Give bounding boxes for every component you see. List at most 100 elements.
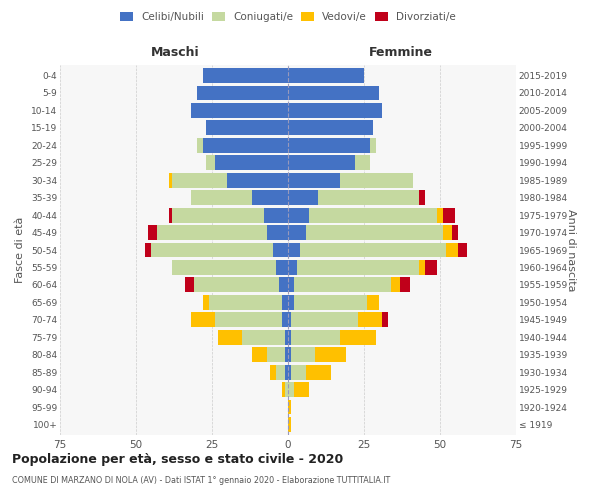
Bar xyxy=(419,260,425,275)
Bar xyxy=(294,295,367,310)
Bar xyxy=(185,278,194,292)
Bar xyxy=(443,225,452,240)
Bar xyxy=(288,68,364,83)
Y-axis label: Anni di nascita: Anni di nascita xyxy=(566,209,577,291)
Bar xyxy=(288,365,291,380)
Bar xyxy=(172,208,263,222)
Bar xyxy=(288,312,291,327)
Bar xyxy=(355,156,370,170)
Bar xyxy=(203,138,288,152)
Bar xyxy=(288,242,300,258)
Text: COMUNE DI MARZANO DI NOLA (AV) - Dati ISTAT 1° gennaio 2020 - Elaborazione TUTTI: COMUNE DI MARZANO DI NOLA (AV) - Dati IS… xyxy=(12,476,390,485)
Bar xyxy=(276,365,285,380)
Bar xyxy=(285,330,288,344)
Bar xyxy=(382,312,388,327)
Bar xyxy=(145,242,151,258)
Bar xyxy=(288,190,319,205)
Bar xyxy=(191,190,251,205)
Bar xyxy=(251,190,288,205)
Bar xyxy=(437,208,443,222)
Bar xyxy=(316,348,346,362)
Bar xyxy=(446,242,458,258)
Bar xyxy=(169,173,172,188)
Bar xyxy=(288,173,340,188)
Bar xyxy=(273,242,288,258)
Bar xyxy=(288,208,309,222)
Bar xyxy=(151,242,273,258)
Bar xyxy=(306,225,443,240)
Bar xyxy=(242,330,285,344)
Bar xyxy=(291,330,340,344)
Bar xyxy=(443,208,455,222)
Text: Popolazione per età, sesso e stato civile - 2020: Popolazione per età, sesso e stato civil… xyxy=(12,452,343,466)
Bar xyxy=(288,278,294,292)
Bar xyxy=(452,225,458,240)
Bar xyxy=(206,156,215,170)
Bar xyxy=(194,278,279,292)
Bar xyxy=(400,278,410,292)
Bar xyxy=(309,208,437,222)
Text: Maschi: Maschi xyxy=(151,46,200,59)
Bar xyxy=(203,295,209,310)
Bar xyxy=(288,86,379,100)
Bar xyxy=(215,156,288,170)
Bar xyxy=(370,138,376,152)
Bar xyxy=(285,348,288,362)
Bar xyxy=(191,312,215,327)
Bar xyxy=(288,120,373,135)
Bar xyxy=(206,120,288,135)
Y-axis label: Fasce di età: Fasce di età xyxy=(16,217,25,283)
Bar xyxy=(282,382,285,397)
Bar xyxy=(285,382,288,397)
Bar xyxy=(172,260,276,275)
Bar xyxy=(288,103,382,118)
Bar xyxy=(215,312,282,327)
Legend: Celibi/Nubili, Coniugati/e, Vedovi/e, Divorziati/e: Celibi/Nubili, Coniugati/e, Vedovi/e, Di… xyxy=(116,8,460,26)
Bar xyxy=(172,173,227,188)
Bar xyxy=(358,312,382,327)
Bar xyxy=(294,382,309,397)
Bar xyxy=(263,208,288,222)
Bar xyxy=(197,86,288,100)
Bar xyxy=(288,400,291,414)
Bar xyxy=(227,173,288,188)
Bar xyxy=(282,295,288,310)
Bar xyxy=(340,330,376,344)
Bar xyxy=(291,312,358,327)
Bar xyxy=(288,225,306,240)
Bar xyxy=(218,330,242,344)
Bar xyxy=(157,225,267,240)
Bar xyxy=(458,242,467,258)
Bar xyxy=(203,68,288,83)
Bar xyxy=(285,365,288,380)
Bar xyxy=(288,260,297,275)
Bar xyxy=(291,365,306,380)
Bar xyxy=(288,382,294,397)
Bar xyxy=(291,348,316,362)
Bar xyxy=(148,225,157,240)
Bar xyxy=(169,208,172,222)
Bar xyxy=(267,348,285,362)
Bar xyxy=(297,260,419,275)
Bar xyxy=(270,365,276,380)
Bar xyxy=(279,278,288,292)
Bar xyxy=(197,138,203,152)
Bar xyxy=(425,260,437,275)
Bar xyxy=(251,348,267,362)
Text: Femmine: Femmine xyxy=(368,46,433,59)
Bar xyxy=(391,278,400,292)
Bar xyxy=(294,278,391,292)
Bar xyxy=(367,295,379,310)
Bar xyxy=(288,330,291,344)
Bar xyxy=(288,156,355,170)
Bar xyxy=(288,348,291,362)
Bar xyxy=(276,260,288,275)
Bar xyxy=(288,295,294,310)
Bar xyxy=(300,242,446,258)
Bar xyxy=(306,365,331,380)
Bar xyxy=(319,190,419,205)
Bar xyxy=(267,225,288,240)
Bar xyxy=(288,417,291,432)
Bar xyxy=(419,190,425,205)
Bar xyxy=(209,295,282,310)
